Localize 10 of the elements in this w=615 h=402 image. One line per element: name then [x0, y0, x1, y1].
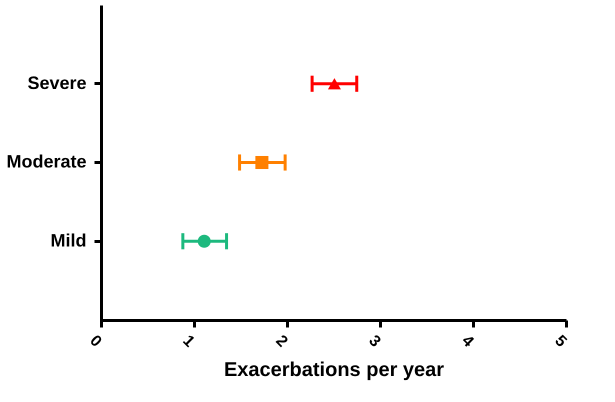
x-tick-label: 4 — [458, 332, 477, 351]
x-tick-label: 0 — [86, 332, 105, 351]
x-tick-label: 1 — [179, 332, 198, 351]
x-tick-label: 3 — [365, 332, 384, 351]
y-tick-label: Mild — [50, 230, 86, 250]
x-tick-label: 2 — [272, 332, 291, 351]
x-tick-label: 5 — [551, 332, 570, 351]
y-tick-label: Moderate — [6, 152, 86, 172]
x-axis-title: Exacerbations per year — [224, 358, 444, 381]
y-tick-label: Severe — [27, 72, 86, 93]
